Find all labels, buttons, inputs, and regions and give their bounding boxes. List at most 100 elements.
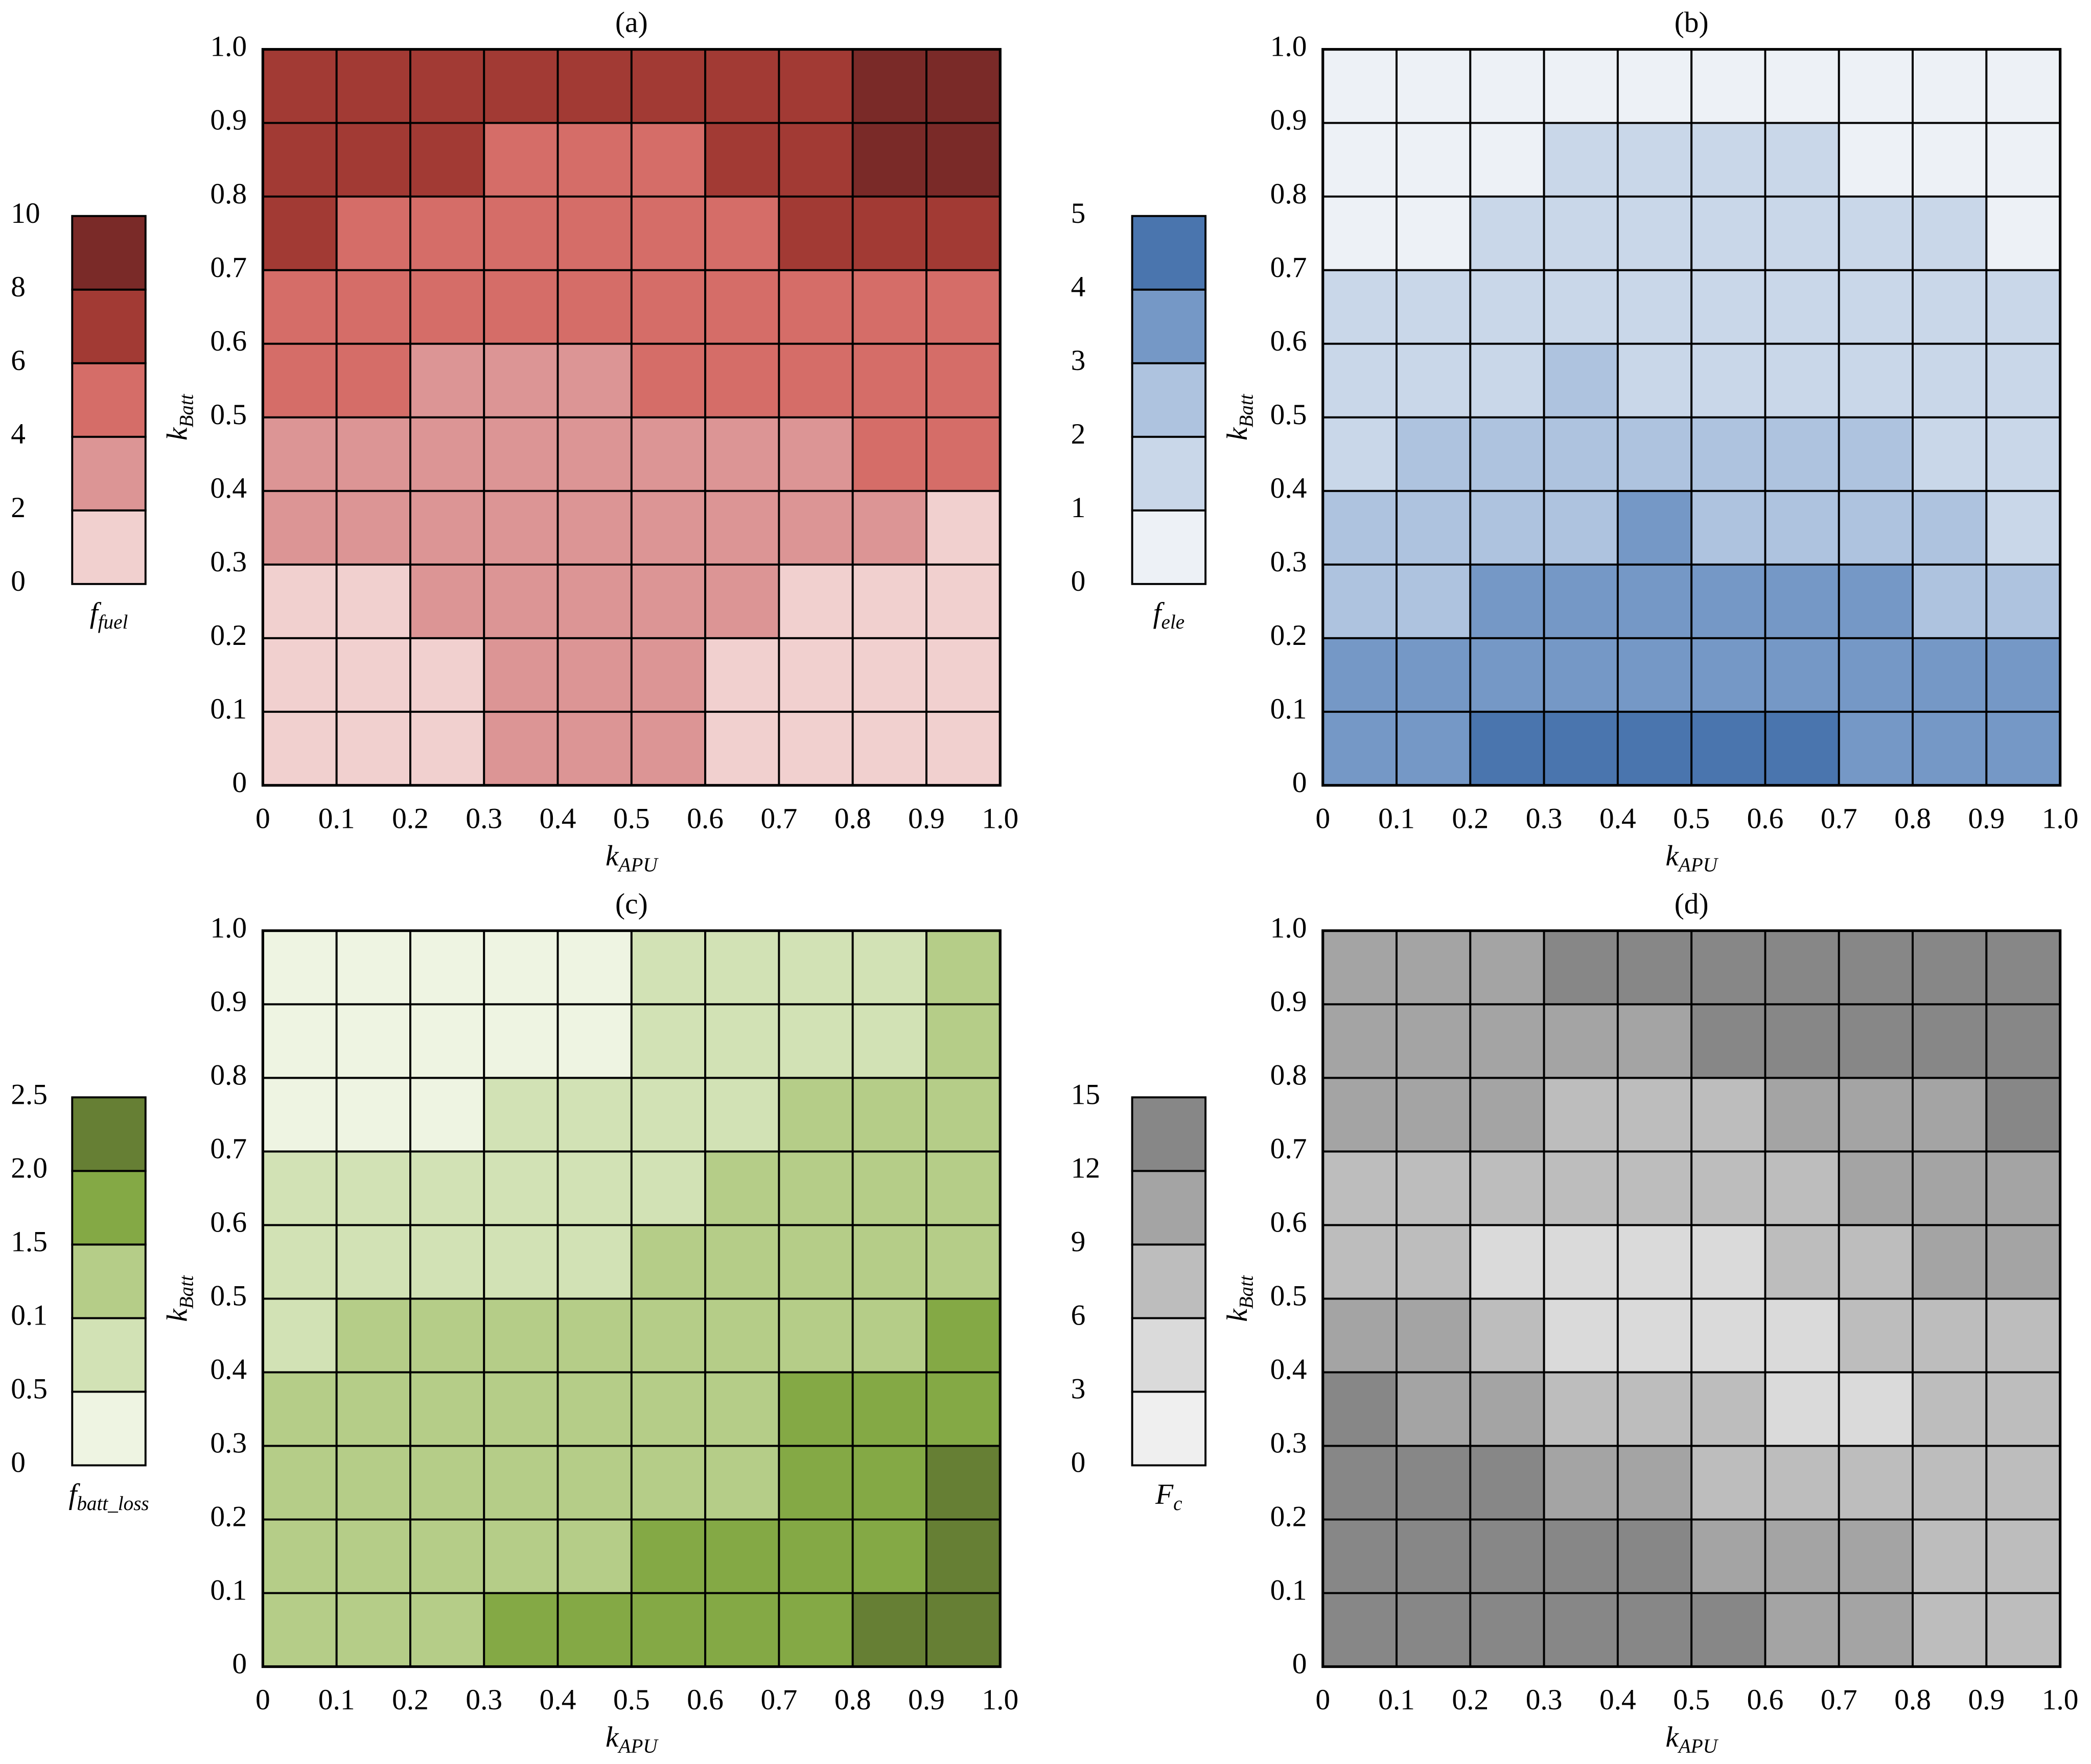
x-tick-label: 0.8 bbox=[834, 802, 871, 834]
heatmap-cell bbox=[778, 563, 854, 639]
heatmap-cell bbox=[1321, 563, 1398, 639]
x-tick-label: 1.0 bbox=[982, 1684, 1018, 1716]
heatmap-cell bbox=[1543, 1224, 1619, 1300]
heatmap-cell bbox=[704, 1297, 780, 1374]
heatmap-cell bbox=[851, 195, 927, 271]
x-tick-label: 0.4 bbox=[1599, 1684, 1636, 1716]
heatmap-cell bbox=[1543, 1592, 1619, 1668]
heatmap-cell bbox=[335, 1445, 411, 1521]
x-tick-label: 0.3 bbox=[1526, 1684, 1563, 1716]
colorbar-swatch bbox=[71, 215, 147, 291]
heatmap-cell bbox=[630, 1518, 707, 1594]
colorbar-tick-label: 0 bbox=[1071, 1447, 1086, 1479]
colorbar-label: fbatt_loss bbox=[68, 1478, 149, 1514]
heatmap-cell bbox=[778, 122, 854, 198]
heatmap-cell bbox=[556, 490, 633, 566]
heatmap-cell bbox=[1912, 1150, 1988, 1226]
heatmap-cell bbox=[1469, 1297, 1545, 1374]
heatmap-cell bbox=[335, 930, 411, 1006]
heatmap-cell bbox=[1543, 490, 1619, 566]
heatmap-cell bbox=[1469, 930, 1545, 1006]
y-tick-label: 1.0 bbox=[1270, 31, 1307, 63]
heatmap-cell bbox=[262, 1003, 338, 1079]
heatmap-cell bbox=[262, 1518, 338, 1594]
heatmap-cell bbox=[1396, 1297, 1472, 1374]
heatmap-cell bbox=[630, 490, 707, 566]
heatmap-cell bbox=[1690, 48, 1767, 124]
x-tick-label: 0.1 bbox=[318, 802, 355, 834]
colorbar-label-sub: fuel bbox=[98, 611, 128, 633]
y-axis-label-sub: Batt bbox=[1236, 1275, 1258, 1309]
heatmap-cell bbox=[778, 48, 854, 124]
heatmap-cell bbox=[262, 48, 338, 124]
heatmap-cell bbox=[262, 1150, 338, 1226]
heatmap-cell bbox=[1985, 195, 2061, 271]
heatmap-cell bbox=[1321, 1077, 1398, 1153]
heatmap-cell bbox=[1912, 1297, 1988, 1374]
heatmap-cell bbox=[262, 416, 338, 492]
heatmap-cell bbox=[1912, 490, 1988, 566]
heatmap-cell bbox=[1764, 930, 1840, 1006]
heatmap-cell bbox=[704, 122, 780, 198]
heatmap-cell bbox=[409, 269, 485, 345]
heatmap-cell bbox=[1690, 1445, 1767, 1521]
y-tick-label: 0.5 bbox=[210, 1280, 247, 1312]
x-axis-label-sub: APU bbox=[617, 854, 659, 876]
heatmap-cell bbox=[1616, 1445, 1693, 1521]
heatmap-cell bbox=[1469, 637, 1545, 713]
y-tick-label: 0.3 bbox=[1270, 546, 1307, 578]
heatmap-cell bbox=[483, 637, 559, 713]
heatmap-cell bbox=[1321, 195, 1398, 271]
heatmap-cell bbox=[335, 416, 411, 492]
heatmap-cell bbox=[1616, 637, 1693, 713]
heatmap-cell bbox=[1690, 342, 1767, 419]
heatmap-cell bbox=[335, 1003, 411, 1079]
x-axis-label-main: k bbox=[1665, 1721, 1679, 1753]
heatmap-cell bbox=[262, 1371, 338, 1447]
y-tick-label: 0.5 bbox=[210, 399, 247, 431]
x-tick-label: 0.7 bbox=[761, 1684, 798, 1716]
heatmap-cell bbox=[1543, 48, 1619, 124]
colorbar-swatch bbox=[71, 1317, 147, 1393]
colorbar-tick-label: 6 bbox=[1071, 1299, 1086, 1332]
heatmap-cell bbox=[1469, 1445, 1545, 1521]
heatmap-cell bbox=[262, 269, 338, 345]
heatmap-cell bbox=[409, 1445, 485, 1521]
heatmap-cell bbox=[556, 1150, 633, 1226]
heatmap-cell bbox=[409, 930, 485, 1006]
heatmap-cell bbox=[1985, 269, 2061, 345]
x-tick-label: 0.2 bbox=[392, 802, 429, 834]
colorbar-tick-label: 5 bbox=[1071, 197, 1086, 229]
heatmap-cell bbox=[1985, 1003, 2061, 1079]
heatmap-cell bbox=[925, 1003, 1002, 1079]
colorbar-tick-label: 3 bbox=[1071, 344, 1086, 377]
heatmap-cell bbox=[851, 637, 927, 713]
heatmap-cell bbox=[483, 710, 559, 786]
y-tick-label: 0 bbox=[232, 767, 247, 799]
x-axis-label-sub: APU bbox=[617, 1735, 659, 1757]
x-tick-label: 0 bbox=[1315, 802, 1330, 834]
heatmap-cell bbox=[851, 1518, 927, 1594]
heatmap-cell bbox=[1469, 416, 1545, 492]
colorbar-tick-label: 10 bbox=[11, 197, 40, 229]
heatmap-cell bbox=[1985, 342, 2061, 419]
heatmap-cell bbox=[1616, 1077, 1693, 1153]
colorbar-tick-label: 1.5 bbox=[11, 1226, 48, 1258]
heatmap-cell bbox=[409, 48, 485, 124]
heatmap-cell bbox=[409, 1003, 485, 1079]
x-tick-label: 0 bbox=[255, 1684, 270, 1716]
x-tick-label: 1.0 bbox=[2042, 802, 2079, 834]
heatmap-cell bbox=[778, 269, 854, 345]
heatmap-cell bbox=[1469, 48, 1545, 124]
heatmap-cell bbox=[1616, 930, 1693, 1006]
heatmap-cell bbox=[1838, 563, 1914, 639]
heatmap-cell bbox=[1690, 122, 1767, 198]
heatmap-cell bbox=[778, 1592, 854, 1668]
y-tick-label: 0.6 bbox=[210, 1206, 247, 1239]
heatmap-cell bbox=[1764, 1150, 1840, 1226]
heatmap-cell bbox=[262, 1297, 338, 1374]
heatmap-cell bbox=[1764, 1077, 1840, 1153]
heatmap-cell bbox=[1912, 1445, 1988, 1521]
plot-frame bbox=[261, 929, 1002, 1668]
heatmap-cell bbox=[778, 1445, 854, 1521]
